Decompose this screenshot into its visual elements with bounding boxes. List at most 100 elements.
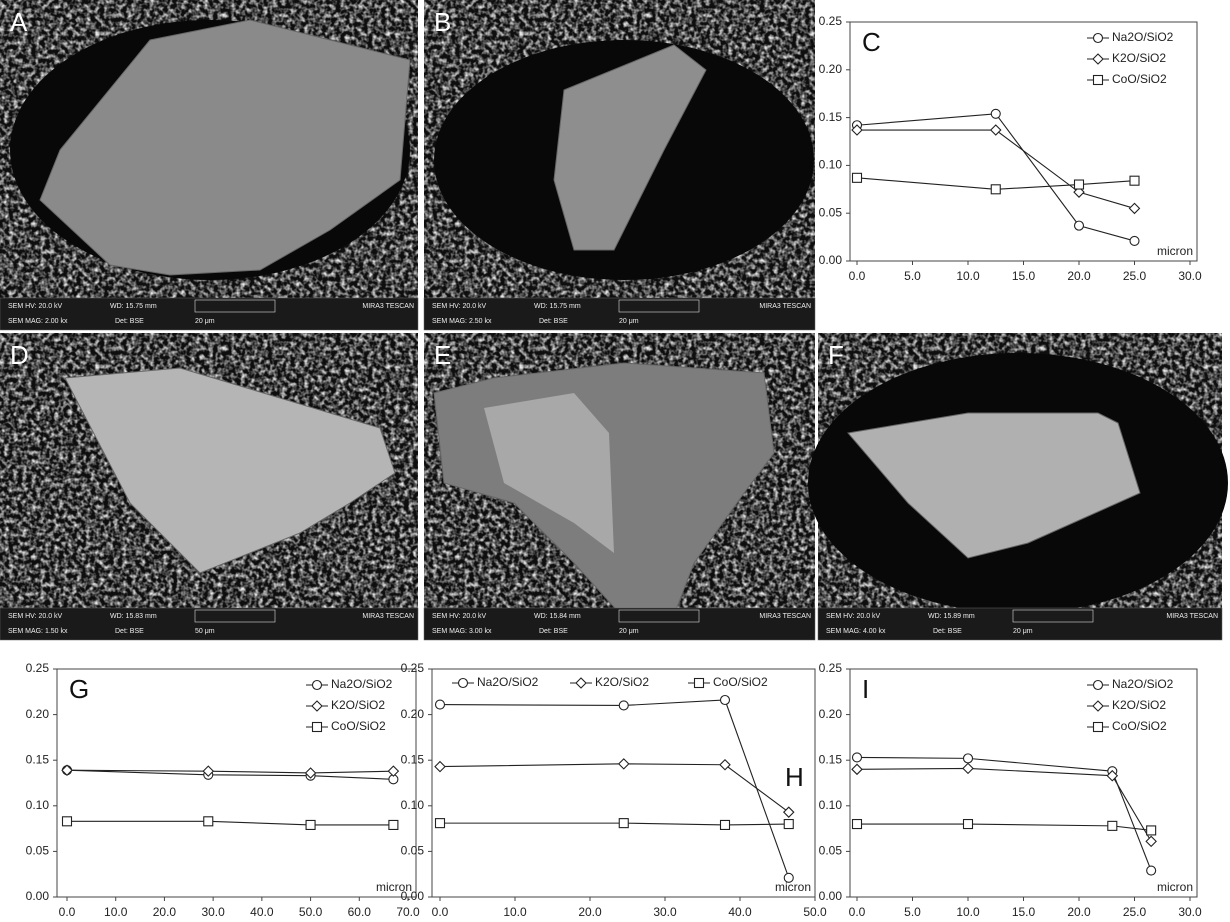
marker [964, 820, 973, 829]
x-tick-label: 30.0 [1178, 905, 1202, 919]
info-scale: 50 μm [195, 628, 215, 635]
marker [389, 820, 398, 829]
legend-marker [695, 679, 704, 688]
series-line [440, 764, 789, 812]
legend-marker [312, 701, 322, 711]
info-scale: 20 μm [195, 318, 215, 325]
info-wd: WD: 15.75 mm [534, 303, 581, 310]
x-tick-label: 25.0 [1123, 905, 1147, 919]
page: {"images": [ {"label": "A", "hv": "SEM H… [0, 0, 1230, 922]
legend-marker [1093, 701, 1103, 711]
marker [436, 819, 445, 828]
legend-marker [1094, 681, 1103, 690]
x-tick-label: 0.0 [59, 905, 76, 919]
info-scale: 20 μm [619, 628, 639, 635]
legend-label: Na2O/SiO2 [1112, 30, 1174, 44]
legend-marker [459, 679, 468, 688]
series-line [857, 768, 1151, 841]
y-tick-label: 0.20 [819, 62, 843, 76]
panel-label: I [862, 674, 869, 704]
x-tick-label: 25.0 [1123, 269, 1147, 283]
x-tick-label: 15.0 [1012, 269, 1036, 283]
info-det: Det: BSE [933, 628, 962, 635]
y-tick-label: 0.00 [819, 253, 843, 267]
y-tick-label: 0.25 [26, 661, 50, 675]
marker [1130, 176, 1139, 185]
info-bar [0, 298, 418, 330]
x-tick-label: 70.0 [396, 905, 420, 919]
x-tick-label: 40.0 [728, 905, 752, 919]
y-tick-label: 0.05 [26, 844, 50, 858]
info-brand: MIRA3 TESCAN [1166, 613, 1218, 620]
x-tick-label: 40.0 [250, 905, 274, 919]
marker [63, 817, 72, 826]
info-scale: 20 μm [619, 318, 639, 325]
y-tick-label: 0.00 [26, 889, 50, 903]
marker [991, 185, 1000, 194]
info-wd: WD: 15.75 mm [110, 303, 157, 310]
marker [1108, 821, 1117, 830]
legend-label: CoO/SiO2 [1112, 72, 1167, 86]
legend-label: Na2O/SiO2 [477, 675, 539, 689]
marker [784, 807, 794, 817]
marker [964, 754, 973, 763]
y-tick-label: 0.25 [401, 661, 425, 675]
panel-label: E [434, 340, 451, 370]
y-tick-label: 0.10 [26, 798, 50, 812]
x-tick-label: 0.0 [849, 905, 866, 919]
axis-annotation: micron [1157, 244, 1193, 258]
info-det: Det: BSE [539, 318, 568, 325]
marker [853, 820, 862, 829]
info-hv: SEM HV: 20.0 kV [8, 303, 63, 310]
marker [853, 753, 862, 762]
x-tick-label: 30.0 [201, 905, 225, 919]
panel-label: B [434, 7, 451, 37]
y-tick-label: 0.00 [819, 889, 843, 903]
legend-marker [1094, 34, 1103, 43]
x-tick-label: 10.0 [503, 905, 527, 919]
info-mag: SEM MAG: 2.50 kx [432, 318, 492, 325]
axis-annotation: micron [775, 880, 811, 894]
legend-label: CoO/SiO2 [1112, 719, 1167, 733]
legend-marker [1094, 723, 1103, 732]
marker [204, 817, 213, 826]
x-tick-label: 0.0 [432, 905, 449, 919]
legend-label: CoO/SiO2 [331, 719, 386, 733]
y-tick-label: 0.15 [819, 110, 843, 124]
series-line [440, 700, 789, 878]
x-tick-label: 10.0 [956, 905, 980, 919]
legend-marker [576, 678, 586, 688]
info-hv: SEM HV: 20.0 kV [8, 613, 63, 620]
marker [991, 125, 1001, 135]
legend-marker [313, 681, 322, 690]
y-tick-label: 0.15 [26, 752, 50, 766]
legend-label: K2O/SiO2 [1112, 698, 1166, 712]
series-line [67, 821, 393, 825]
info-bar [0, 608, 418, 640]
panel-label: D [10, 340, 29, 370]
marker [853, 173, 862, 182]
y-tick-label: 0.20 [401, 707, 425, 721]
y-tick-label: 0.25 [819, 14, 843, 28]
series-line [857, 130, 1135, 208]
legend-marker [1094, 76, 1103, 85]
legend-label: Na2O/SiO2 [331, 677, 393, 691]
info-hv: SEM HV: 20.0 kV [432, 303, 487, 310]
marker [852, 764, 862, 774]
marker [436, 700, 445, 709]
info-scale: 20 μm [1013, 628, 1033, 635]
sem-image: SEM HV: 20.0 kVWD: 15.75 mmMIRA3 TESCANS… [0, 0, 418, 330]
panel-label: C [862, 27, 881, 57]
legend-label: K2O/SiO2 [331, 698, 385, 712]
info-mag: SEM MAG: 1.50 kx [8, 628, 68, 635]
info-det: Det: BSE [115, 628, 144, 635]
series-line [440, 823, 789, 825]
x-tick-label: 50.0 [299, 905, 323, 919]
info-hv: SEM HV: 20.0 kV [432, 613, 487, 620]
panel-label: A [10, 7, 28, 37]
x-tick-label: 10.0 [104, 905, 128, 919]
x-tick-label: 20.0 [1067, 269, 1091, 283]
